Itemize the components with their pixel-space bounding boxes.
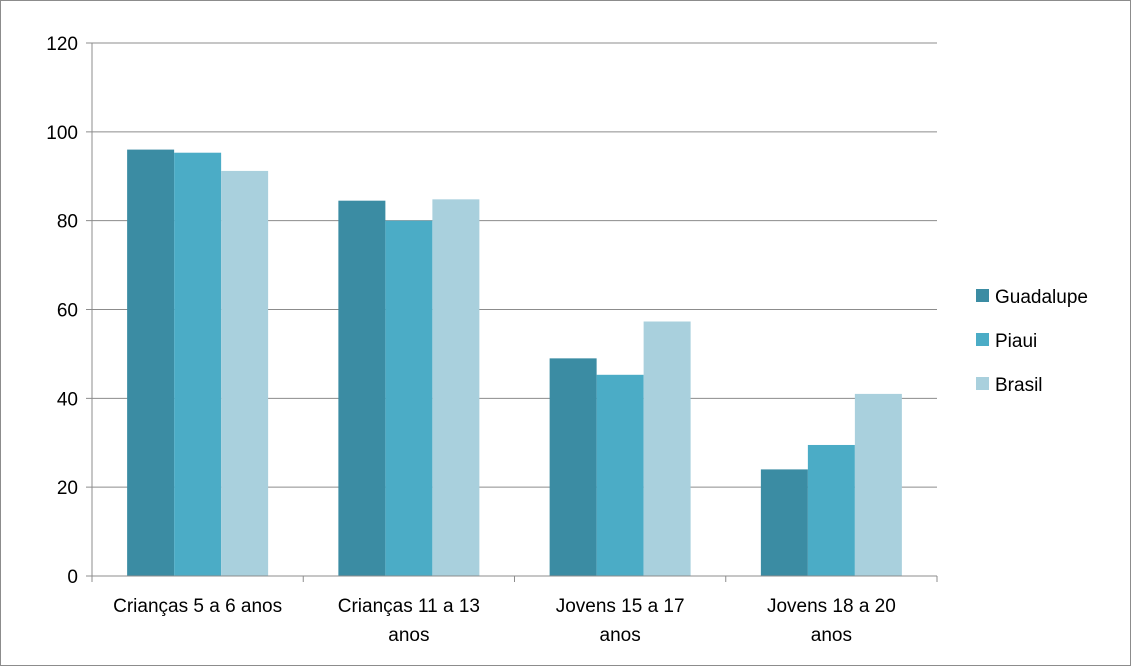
legend-swatch-brasil — [976, 377, 989, 390]
x-category-label: anos — [388, 625, 429, 646]
y-tick-labels: 0 20 40 60 80 100 120 — [46, 34, 78, 588]
y-tick-label: 0 — [67, 567, 78, 588]
legend-swatch-guadalupe — [976, 289, 989, 302]
bar-piaui — [174, 152, 222, 576]
y-tick-label: 40 — [57, 389, 78, 410]
x-category-label: Crianças 5 a 6 anos — [113, 596, 282, 617]
x-category-label: Jovens 15 a 17 — [556, 596, 685, 617]
legend-label-guadalupe: Guadalupe — [995, 287, 1088, 308]
x-category-label: anos — [811, 625, 852, 646]
bar-brasil — [221, 170, 269, 577]
y-tick-label: 60 — [57, 301, 78, 322]
bar-piaui — [807, 444, 855, 576]
y-tick-label: 100 — [46, 123, 78, 144]
legend-label-brasil: Brasil — [995, 375, 1043, 396]
axes — [86, 43, 938, 582]
legend: Guadalupe Piaui Brasil — [976, 287, 1088, 396]
y-tick-label: 20 — [57, 478, 78, 499]
y-tick-label: 120 — [46, 34, 78, 55]
legend-label-piaui: Piaui — [995, 331, 1037, 352]
bar-brasil — [432, 199, 480, 576]
bar-brasil — [854, 393, 902, 576]
y-tick-label: 80 — [57, 212, 78, 233]
x-category-labels: Crianças 5 a 6 anos Crianças 11 a 13 anos J… — [113, 596, 896, 646]
x-category-label: Jovens 18 a 20 — [767, 596, 896, 617]
bar-guadalupe — [549, 358, 597, 576]
legend-swatch-piaui — [976, 333, 989, 346]
x-category-label: Crianças 11 a 13 — [338, 596, 480, 617]
bar-guadalupe — [127, 149, 175, 576]
bars — [127, 149, 902, 577]
bar-piaui — [385, 220, 433, 576]
bar-brasil — [643, 321, 691, 576]
bar-guadalupe — [760, 469, 808, 576]
bar-guadalupe — [338, 200, 386, 576]
x-category-label: anos — [600, 625, 641, 646]
bar-piaui — [596, 374, 644, 576]
